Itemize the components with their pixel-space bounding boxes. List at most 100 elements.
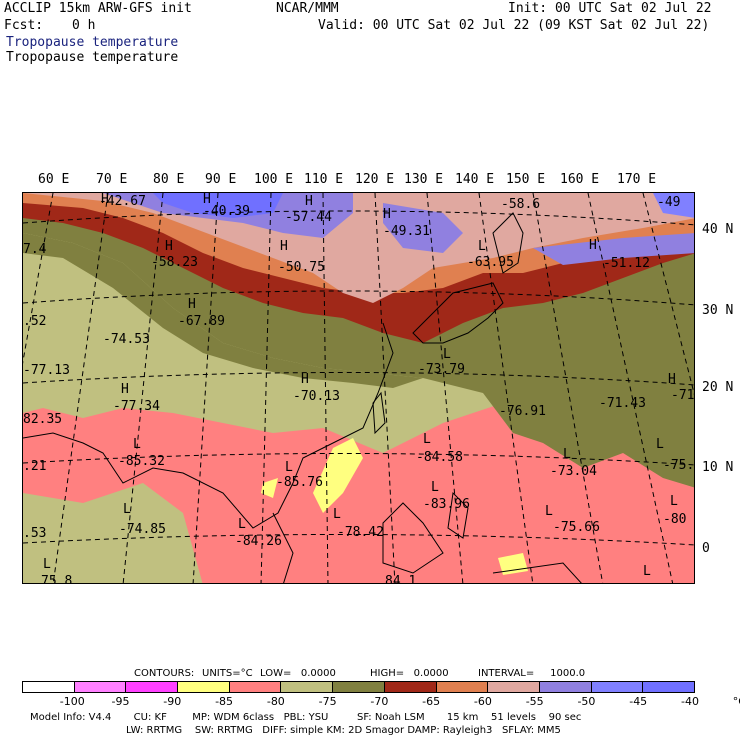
value-label: 7.4	[23, 242, 47, 257]
high-marker: H	[589, 238, 597, 253]
colorbar-swatch	[591, 682, 644, 692]
value-label: -80	[663, 512, 687, 527]
value-label: -73.79	[418, 362, 465, 377]
value-label: -57.44	[285, 210, 332, 225]
colorbar-tick-label: -85	[215, 695, 234, 708]
colorbar-tick-label: -50	[577, 695, 596, 708]
high-marker: H	[101, 192, 109, 207]
contours-high: HIGH= 0.0000	[370, 668, 449, 679]
high-marker: H	[121, 382, 129, 397]
valid-time: Valid: 00 UTC Sat 02 Jul 22 (09 KST Sat …	[318, 18, 710, 33]
colorbar-tick-label: -40	[681, 695, 699, 708]
high-marker: H	[188, 297, 196, 312]
tropopause-temperature-map: -42.67 -40.39 -57.44 -49.31 -58.6 -49 7.…	[22, 192, 695, 584]
org-label: NCAR/MMM	[276, 1, 339, 16]
lat-label: 0	[702, 541, 710, 556]
value-label: .21	[23, 459, 47, 474]
lon-label: 80 E	[153, 172, 185, 187]
fcst-label: Fcst:	[4, 18, 44, 33]
field-title-2: Tropopause temperature	[6, 50, 179, 65]
contours-interval: INTERVAL= 1000.0	[478, 668, 586, 679]
band-minus75-sw	[23, 483, 203, 583]
value-label: -67.89	[178, 314, 225, 329]
low-marker: L	[545, 504, 553, 519]
low-marker: L	[238, 517, 246, 532]
low-marker: L	[478, 239, 486, 254]
value-label: -42.67	[99, 194, 146, 209]
value-label: -40.39	[203, 204, 250, 219]
low-marker: L	[670, 494, 678, 509]
colorbar-tick-label: -100	[59, 695, 85, 708]
colorbar-tick-label: -95	[111, 695, 130, 708]
value-label: -75.66	[553, 520, 600, 535]
lon-label: 170 E	[617, 172, 657, 187]
colorbar-swatch	[488, 682, 540, 692]
value-label: -50.75	[278, 260, 325, 275]
colorbar-tick-label: -60	[473, 695, 492, 708]
colorbar-swatch	[436, 682, 489, 692]
contours-label: CONTOURS:	[134, 668, 195, 679]
value-label: -85.32	[118, 454, 165, 469]
field-title-1: Tropopause temperature	[6, 35, 179, 50]
colorbar-tick-label: -65	[422, 695, 441, 708]
low-marker: L	[133, 437, 141, 452]
value-label: -49	[657, 195, 681, 210]
value-label: -76.91	[499, 404, 546, 419]
lon-label: 120 E	[355, 172, 395, 187]
value-label: -70.13	[293, 389, 340, 404]
low-marker: L	[285, 460, 293, 475]
value-label: 75.8	[41, 574, 73, 584]
colorbar-tick-label: -90	[163, 695, 182, 708]
colorbar-swatch	[23, 682, 75, 692]
low-marker: L	[643, 564, 651, 579]
colorbar-tick-label: -75	[318, 695, 337, 708]
value-label: -85.76	[276, 475, 323, 490]
value-label: -49.31	[383, 224, 430, 239]
high-marker: H	[165, 239, 173, 254]
colorbar-tick-label: -80	[266, 695, 285, 708]
value-label: .52	[23, 314, 47, 329]
value-label: -77.13	[23, 363, 70, 378]
init-time: Init: 00 UTC Sat 02 Jul 22	[508, 1, 712, 16]
colorbar-tick-label: -70	[370, 695, 389, 708]
high-marker: H	[280, 239, 288, 254]
value-label: 84.1	[385, 574, 417, 584]
lon-label: 60 E	[38, 172, 70, 187]
lat-label: 10 N	[702, 460, 734, 475]
value-label: .53	[23, 526, 47, 541]
band-minus55	[23, 193, 694, 303]
band-minus45-ne	[653, 193, 694, 218]
value-label: -58.23	[151, 255, 198, 270]
colorbar-swatch	[384, 682, 437, 692]
value-label: -84.58	[416, 450, 463, 465]
low-marker: L	[333, 507, 341, 522]
lat-label: 40 N	[702, 222, 734, 237]
low-marker: L	[43, 557, 51, 572]
band-minus85-b	[261, 478, 278, 498]
lon-label: 160 E	[560, 172, 600, 187]
lon-label: 90 E	[205, 172, 237, 187]
value-label: -77.34	[113, 399, 160, 414]
map-canvas	[23, 193, 694, 583]
lat-label: 30 N	[702, 303, 734, 318]
colorbar-tick-label: -45	[629, 695, 648, 708]
lon-label: 70 E	[96, 172, 128, 187]
value-label: -51.12	[603, 256, 650, 271]
low-marker: L	[443, 347, 451, 362]
lon-label: 140 E	[455, 172, 495, 187]
value-label: -71	[671, 388, 695, 403]
value-label: -75.5	[663, 458, 695, 473]
band-minus50-ne	[383, 203, 463, 253]
low-marker: L	[563, 447, 571, 462]
colorbar-tick-label: -55	[525, 695, 544, 708]
low-marker: L	[431, 480, 439, 495]
lat-label: 20 N	[702, 380, 734, 395]
colorbar-swatch	[229, 682, 282, 692]
value-label: -74.53	[103, 332, 150, 347]
lon-label: 110 E	[304, 172, 344, 187]
value-label: -78.42	[337, 525, 384, 540]
band-minus70-edge	[23, 233, 423, 388]
lon-label: 150 E	[506, 172, 546, 187]
value-label: -84.26	[235, 534, 282, 549]
contours-low: LOW= 0.0000	[260, 668, 336, 679]
